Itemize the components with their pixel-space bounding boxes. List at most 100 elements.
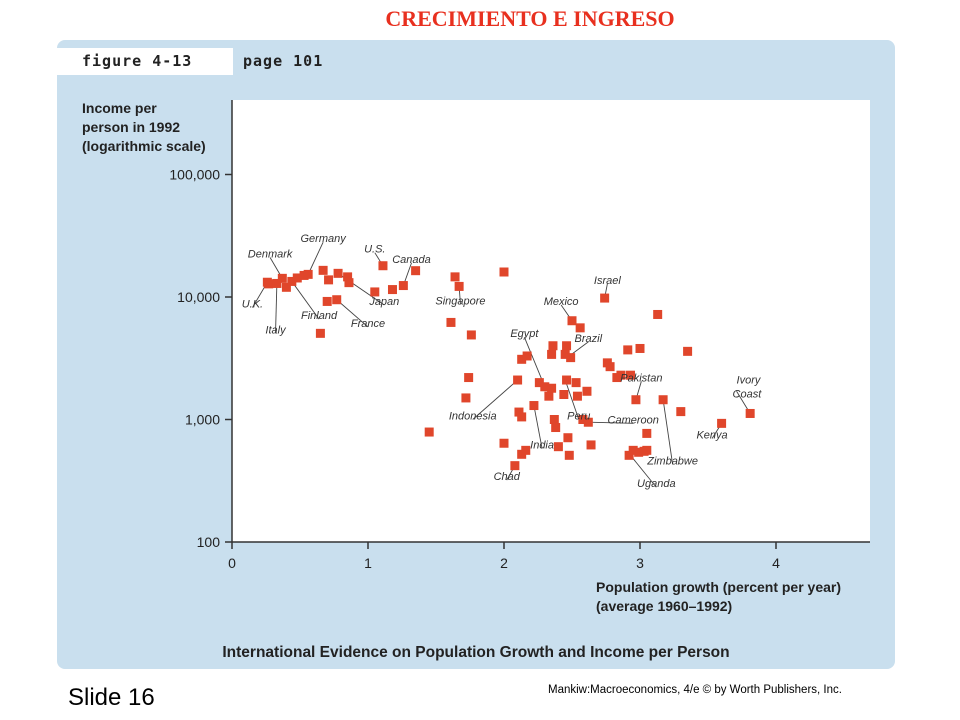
data-point	[625, 370, 635, 380]
annotation-labels: Germany Denmark U.S. Canada U.K. Finland Italy…	[242, 233, 763, 490]
data-point	[517, 354, 527, 364]
country-label: Finland	[301, 310, 338, 322]
country-label: U.K.	[242, 299, 263, 311]
data-point	[387, 285, 397, 295]
figure-label: figure 4-13	[82, 52, 193, 70]
axes: 100 1,000 10,000 100,000 0 1 2 3 4	[169, 100, 870, 571]
x-tick-label: 3	[636, 555, 644, 571]
leader-line	[472, 379, 518, 420]
data-point	[564, 450, 574, 460]
data-point	[534, 378, 544, 388]
country-label: Chad	[494, 471, 521, 483]
data-point	[642, 445, 652, 455]
data-point	[616, 370, 626, 380]
data-point	[461, 393, 471, 403]
data-point	[582, 386, 592, 396]
plot-area	[232, 100, 870, 542]
x-axis-title: Population growth (percent per year) (ave…	[596, 579, 841, 614]
country-label: India	[530, 439, 554, 451]
data-point	[277, 273, 287, 283]
y-tick-label: 1,000	[185, 412, 220, 428]
data-point	[513, 375, 523, 385]
data-point	[529, 401, 539, 411]
data-point	[551, 423, 561, 433]
data-point	[717, 418, 727, 428]
data-point	[578, 415, 588, 424]
leader-line	[275, 283, 278, 334]
data-point	[548, 341, 558, 351]
data-point	[624, 450, 634, 460]
data-point	[343, 272, 353, 282]
country-label: Brazil	[575, 333, 603, 345]
data-point	[514, 407, 524, 417]
data-point	[583, 417, 593, 427]
y-axis-title-line: Income per	[82, 100, 157, 116]
x-tick-label: 2	[500, 555, 508, 571]
data-point	[586, 440, 596, 450]
data-point	[634, 447, 644, 457]
data-point	[333, 268, 343, 278]
data-point	[315, 328, 325, 338]
data-point	[287, 276, 297, 286]
leader-line	[588, 421, 634, 424]
data-point	[450, 272, 460, 282]
x-tick-label: 1	[364, 555, 372, 571]
leader-line	[564, 379, 580, 420]
leader-line	[291, 281, 320, 320]
figure-caption: International Evidence on Population Gro…	[222, 644, 730, 661]
data-point	[332, 295, 342, 305]
y-tick-label: 100	[197, 534, 221, 550]
data-point	[631, 395, 641, 405]
data-point	[642, 428, 652, 438]
country-label: Ivory	[737, 374, 762, 386]
leader-line	[630, 455, 657, 488]
data-point	[549, 415, 559, 424]
data-point	[653, 309, 663, 319]
x-tick-label: 0	[228, 555, 236, 571]
country-label: Peru	[567, 411, 590, 423]
data-point	[563, 433, 573, 443]
data-points	[262, 261, 755, 471]
country-label: Kenya	[696, 429, 727, 441]
data-point	[454, 281, 464, 291]
data-point	[635, 343, 645, 353]
data-point	[600, 293, 610, 303]
country-label: Uganda	[637, 478, 676, 490]
data-point	[521, 445, 531, 455]
country-label: Pakistan	[620, 372, 662, 384]
leader-line	[533, 405, 543, 449]
data-point	[324, 275, 334, 285]
slide-title: CRECIMIENTO E INGRESO	[385, 6, 675, 31]
data-point	[553, 442, 563, 452]
data-point	[499, 438, 509, 448]
data-point	[676, 407, 686, 417]
data-point	[605, 362, 615, 372]
data-point	[424, 427, 434, 437]
country-label: Egypt	[510, 328, 539, 340]
data-point	[318, 265, 328, 275]
data-point	[446, 317, 456, 327]
country-label: Denmark	[248, 249, 293, 261]
data-point	[303, 269, 313, 279]
x-tick-label: 4	[772, 555, 780, 571]
figure-tab	[57, 48, 233, 75]
country-label: Israel	[594, 275, 621, 287]
data-point	[562, 375, 572, 385]
data-point	[547, 349, 557, 359]
leader-line	[307, 242, 324, 275]
data-point	[272, 278, 282, 288]
y-tick-label: 10,000	[177, 289, 220, 305]
data-point	[572, 391, 582, 401]
country-label: France	[351, 318, 385, 330]
data-point	[517, 412, 527, 422]
country-label: Mexico	[544, 296, 579, 308]
data-point	[378, 261, 388, 271]
data-point	[264, 279, 274, 289]
data-point	[544, 391, 554, 401]
y-axis-title-line: (logarithmic scale)	[82, 138, 206, 154]
data-point	[571, 378, 581, 388]
data-point	[562, 341, 572, 351]
data-point	[344, 278, 354, 288]
country-label: Cameroon	[608, 414, 659, 426]
